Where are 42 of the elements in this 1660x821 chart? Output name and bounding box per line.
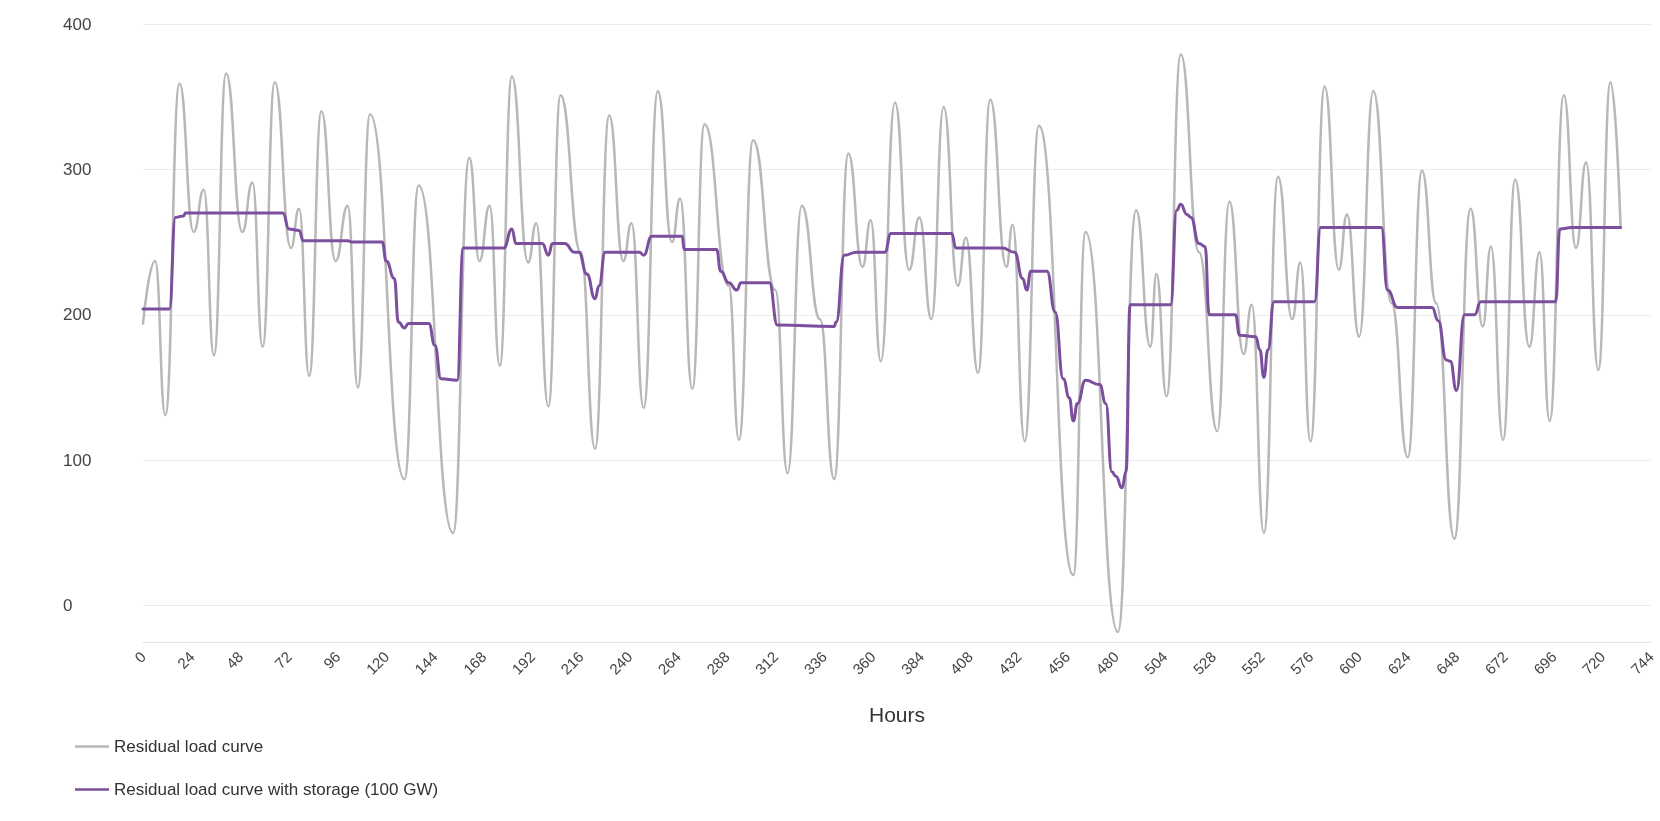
x-tick-label: 96	[319, 647, 344, 672]
x-tick-label: 216	[557, 647, 587, 678]
x-tick-label: 168	[459, 647, 490, 678]
x-tick-label: 384	[897, 647, 928, 678]
x-tick-label: 600	[1335, 647, 1366, 678]
x-axis-title: Hours	[868, 703, 926, 726]
x-tick-label: 456	[1043, 647, 1074, 678]
x-tick-label: 504	[1140, 647, 1171, 678]
x-tick-label: 696	[1530, 647, 1560, 678]
x-tick-label: 360	[848, 647, 879, 678]
x-tick-label: 624	[1384, 647, 1414, 678]
x-tick-label: 648	[1432, 647, 1463, 678]
x-tick-label: 744	[1627, 647, 1658, 678]
x-tick-label: 336	[800, 647, 831, 678]
legend-label: Residual load curve with storage (100 GW)	[114, 780, 439, 799]
x-tick-label: 720	[1578, 647, 1609, 678]
x-tick-label: 240	[605, 647, 636, 678]
x-tick-label: 192	[508, 647, 539, 678]
x-tick-label: 408	[946, 647, 976, 678]
x-tick-label: 72	[271, 647, 295, 672]
x-tick-label: 144	[411, 647, 441, 678]
x-tick-label: 288	[703, 647, 733, 678]
x-tick-label: 24	[173, 647, 198, 672]
y-tick-label: 200	[63, 305, 92, 325]
x-tick-label: 312	[751, 647, 782, 678]
x-tick-label: 552	[1238, 647, 1268, 678]
x-tick-label: 576	[1286, 647, 1317, 678]
line-series	[141, 53, 1622, 634]
x-tick-label: 120	[362, 647, 393, 678]
x-tick-label: 264	[654, 647, 685, 678]
line-series	[141, 202, 1623, 490]
legend-label: Residual load curve	[114, 737, 264, 756]
x-tick-label: 0	[131, 647, 150, 666]
y-tick-label: 0	[63, 596, 73, 616]
x-tick-label: 48	[222, 647, 247, 672]
x-tick-label: 432	[994, 647, 1025, 678]
y-tick-label: 100	[63, 450, 92, 470]
x-tick-label: 480	[1092, 647, 1122, 678]
y-tick-label: 300	[63, 159, 92, 179]
x-tick-label: 672	[1481, 647, 1512, 678]
y-tick-label: 400	[63, 14, 92, 34]
x-tick-label: 528	[1189, 647, 1220, 678]
